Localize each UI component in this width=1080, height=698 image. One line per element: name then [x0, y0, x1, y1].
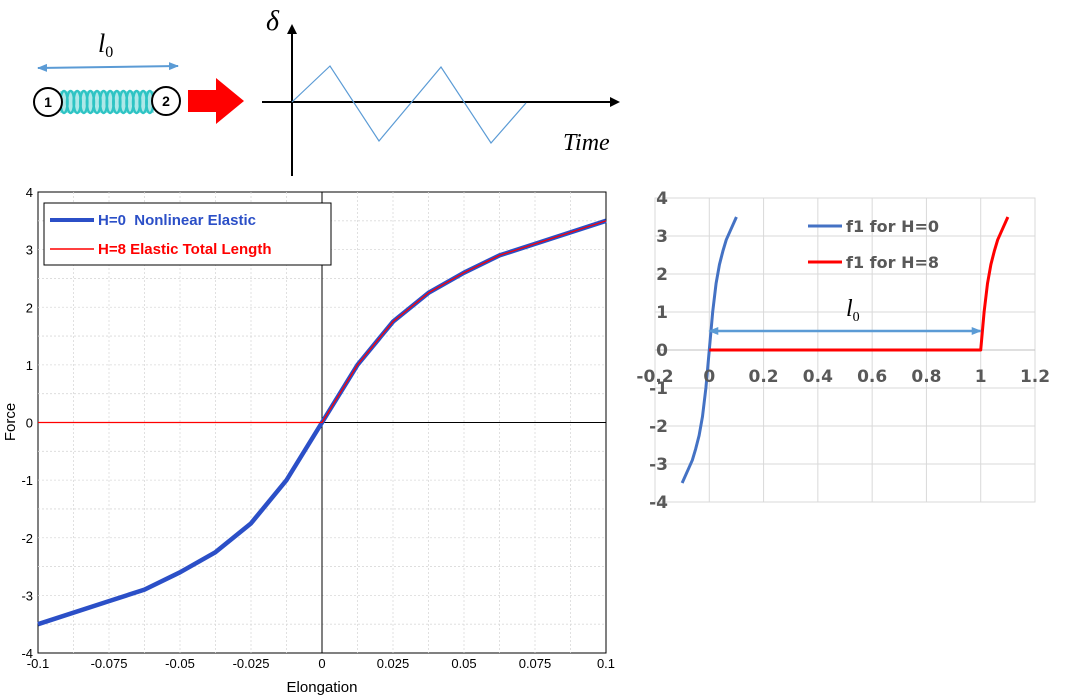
y-tick-label: -3	[649, 455, 668, 475]
y-tick-label: 3	[656, 227, 668, 247]
force-elongation-chart: -0.1 -0.075 -0.05 -0.025 0 0.025 0.05 0.075 0.1 …	[2, 185, 615, 696]
legend-box	[43, 202, 332, 266]
y-tick-label: -2	[649, 417, 668, 437]
l0-label: l0	[846, 296, 860, 325]
legend: H=0 Nonlinear Elastic H=8 Elastic Total …	[43, 202, 332, 266]
series-line-f1-h8	[709, 216, 1010, 352]
x-tick-label: -0.05	[165, 656, 195, 671]
y-tick-label: 0	[656, 341, 668, 361]
y-tick-label: -2	[21, 531, 33, 546]
legend-label-h0: H=0 Nonlinear Elastic	[98, 212, 256, 229]
y-axis-label: Force	[2, 403, 19, 441]
displacement-time-plot: δ Time	[262, 6, 620, 176]
triangle-wave	[291, 65, 527, 144]
spring-schematic: l0 1 2	[33, 29, 244, 124]
x-tick-label: -0.2	[636, 367, 673, 387]
y-tick-label: -3	[21, 588, 33, 603]
x-tick-label: -0.075	[91, 656, 128, 671]
y-tick-label: 1	[656, 303, 668, 323]
y-tick-label: 1	[26, 358, 33, 373]
x-tick-label: 0	[703, 367, 715, 387]
series-lines-2	[680, 216, 1010, 484]
x-tick-label: 0.075	[519, 656, 552, 671]
x-axis-label: Elongation	[287, 679, 358, 696]
y-tick-label: 2	[656, 265, 668, 285]
y-tick-label: 4	[656, 189, 668, 209]
x-tick-label: 0.05	[451, 656, 476, 671]
f1-chart: -0.2 0 0.2 0.4 0.6 0.8 1 1.2 4 3 2 1 0 -1 -2 -3 -4 l0 f…	[636, 189, 1050, 513]
l0-annotation: l0	[708, 296, 982, 335]
x-tick-label: 1.2	[1020, 367, 1050, 387]
spring-coil	[59, 89, 155, 115]
node-2-label: 2	[162, 93, 170, 109]
legend-label-f1-h0: f1 for H=0	[846, 217, 939, 236]
y-tick-labels: 4 3 2 1 0 -1 -2 -3 -4	[21, 185, 33, 661]
x-tick-label: -0.025	[233, 656, 270, 671]
node-1-label: 1	[44, 94, 52, 110]
spring-length-label: l0	[98, 29, 113, 61]
x-tick-label: -0.1	[27, 656, 49, 671]
series-lines	[37, 218, 607, 627]
node-1	[33, 87, 63, 117]
time-axis-label: Time	[563, 130, 610, 156]
node-2	[151, 86, 181, 116]
y-tick-labels-2: 4 3 2 1 0 -1 -2 -3 -4	[649, 189, 668, 513]
x-tick-label: 0	[318, 656, 325, 671]
load-arrow-icon	[188, 78, 244, 124]
legend-2: f1 for H=0 f1 for H=8	[808, 217, 939, 272]
y-tick-label: 2	[26, 300, 33, 315]
y-tick-label: -4	[21, 646, 33, 661]
spring-length-dimension	[37, 62, 179, 72]
x-tick-label: 0.1	[597, 656, 615, 671]
x-tick-label: 0.025	[377, 656, 410, 671]
y-tick-label: -4	[649, 493, 668, 513]
x-tick-label: 0.6	[857, 367, 887, 387]
y-tick-label: -1	[649, 379, 668, 399]
series-line-h8	[38, 220, 607, 424]
y-tick-label: -1	[21, 473, 33, 488]
legend-label-h8: H=8 Elastic Total Length	[98, 241, 272, 258]
delta-axis-label: δ	[266, 6, 280, 37]
x-tick-label: 0.4	[803, 367, 833, 387]
y-tick-label: 0	[26, 416, 33, 431]
x-tick-label: 1	[975, 367, 987, 387]
y-tick-label: 3	[26, 243, 33, 258]
legend-label-f1-h8: f1 for H=8	[846, 253, 939, 272]
x-tick-labels-2: -0.2 0 0.2 0.4 0.6 0.8 1 1.2	[636, 367, 1050, 387]
y-tick-label: 4	[26, 185, 33, 200]
x-tick-label: 0.8	[911, 367, 941, 387]
x-tick-label: 0.2	[749, 367, 779, 387]
x-tick-labels: -0.1 -0.075 -0.05 -0.025 0 0.025 0.05 0.075 0.1	[27, 656, 615, 671]
